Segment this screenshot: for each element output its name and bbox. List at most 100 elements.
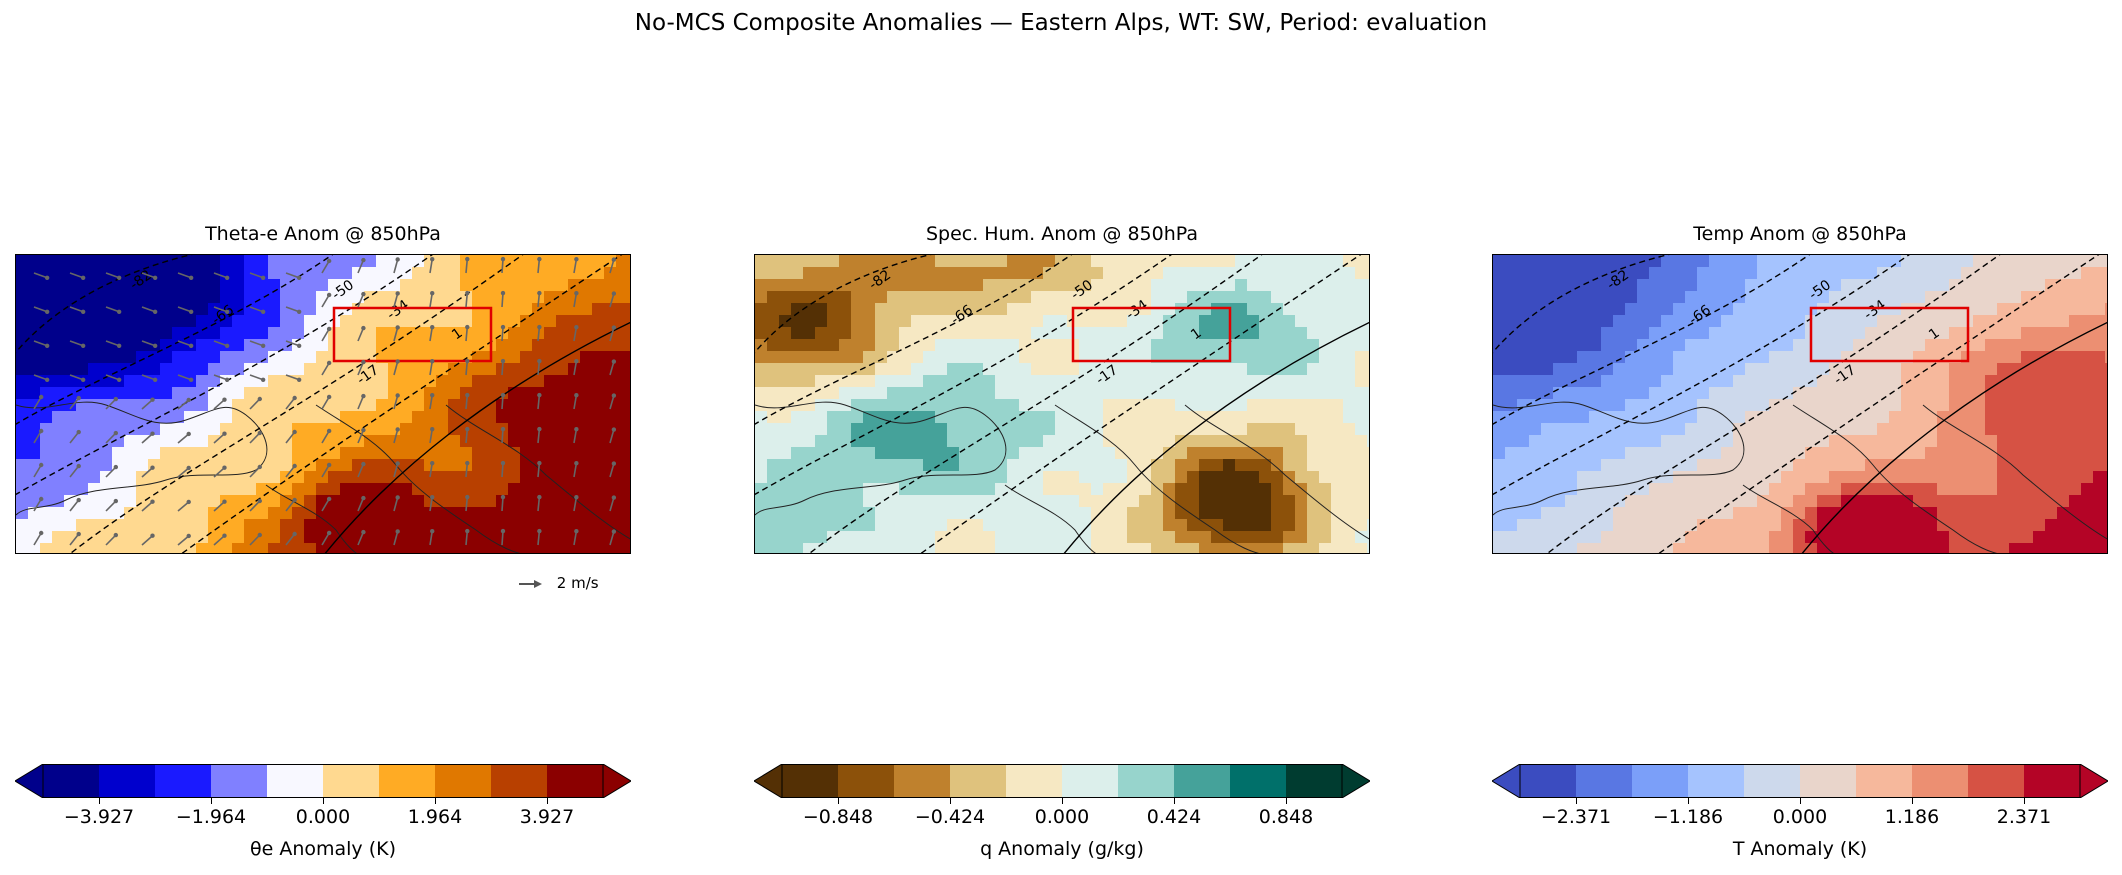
heatmap-cell <box>172 435 185 448</box>
heatmap-cell <box>971 303 984 316</box>
heatmap-cell <box>1187 375 1200 388</box>
heatmap-cell <box>1295 327 1308 340</box>
heatmap-cell <box>1937 315 1950 328</box>
heatmap-cell <box>592 411 605 424</box>
heatmap-cell <box>1271 471 1284 484</box>
heatmap-cell <box>827 303 840 316</box>
heatmap-cell <box>1625 375 1638 388</box>
heatmap-cell <box>827 399 840 412</box>
heatmap-cell <box>1331 327 1344 340</box>
heatmap-cell <box>791 303 804 316</box>
heatmap-cell <box>1901 375 1914 388</box>
heatmap-cell <box>592 519 605 532</box>
heatmap-cell <box>1721 315 1734 328</box>
heatmap-cell <box>1649 483 1662 496</box>
wind-vector <box>357 257 366 274</box>
heatmap-cell <box>2069 495 2082 508</box>
colorbar-segment <box>99 764 156 798</box>
heatmap-cell <box>1925 327 1938 340</box>
heatmap-cell <box>1601 459 1614 472</box>
wind-vector <box>249 340 266 349</box>
heatmap-cell <box>616 447 629 460</box>
heatmap-cell <box>1577 303 1590 316</box>
heatmap-cell <box>364 315 377 328</box>
contour-line <box>1493 255 1910 496</box>
heatmap-cell <box>1043 279 1056 292</box>
heatmap-cell <box>779 339 792 352</box>
heatmap-cell <box>484 483 497 496</box>
heatmap-cell <box>1685 375 1698 388</box>
heatmap-cell <box>1211 267 1224 280</box>
heatmap-cell <box>791 327 804 340</box>
heatmap-cell <box>460 483 473 496</box>
heatmap-cell <box>947 351 960 364</box>
colorbar-label-temp: T Anomaly (K) <box>1732 838 1868 860</box>
heatmap-cell <box>1625 459 1638 472</box>
heatmap-cell <box>2045 507 2058 520</box>
colorbar-segment <box>1230 764 1287 798</box>
heatmap-cell <box>148 291 161 304</box>
heatmap-cell <box>1589 351 1602 364</box>
heatmap-cell <box>791 315 804 328</box>
heatmap-cell <box>1793 399 1806 412</box>
heatmap-cell <box>1733 279 1746 292</box>
colorbar-segment <box>1118 764 1175 798</box>
heatmap-cell <box>1055 435 1068 448</box>
heatmap-cell <box>1553 315 1566 328</box>
heatmap-cell <box>1223 411 1236 424</box>
heatmap-cell <box>340 411 353 424</box>
heatmap-cell <box>863 435 876 448</box>
heatmap-cell <box>1697 507 1710 520</box>
heatmap-cell <box>460 471 473 484</box>
heatmap-cell <box>1355 423 1368 436</box>
heatmap-cell <box>520 363 533 376</box>
heatmap-cell <box>935 435 948 448</box>
heatmap-cell <box>1937 519 1950 532</box>
heatmap-cell <box>244 423 257 436</box>
heatmap-cell <box>1673 519 1686 532</box>
wind-vector <box>33 374 50 383</box>
heatmap-cell <box>1307 315 1320 328</box>
heatmap-cell <box>1319 267 1332 280</box>
heatmap-cell <box>1733 471 1746 484</box>
heatmap-cell <box>1163 267 1176 280</box>
heatmap-cell <box>1055 411 1068 424</box>
heatmap-cell <box>2105 327 2107 340</box>
heatmap-cell <box>1367 267 1369 280</box>
heatmap-cell <box>1247 483 1260 496</box>
heatmap-cell <box>460 315 473 328</box>
heatmap-cell <box>232 291 245 304</box>
heatmap-cell <box>863 543 876 553</box>
heatmap-cell <box>2105 519 2107 532</box>
heatmap-cell <box>827 267 840 280</box>
heatmap-cell <box>100 423 113 436</box>
heatmap-cell <box>779 459 792 472</box>
heatmap-cell <box>1673 303 1686 316</box>
heatmap-cell <box>340 279 353 292</box>
heatmap-cell <box>1817 267 1830 280</box>
heatmap-cell <box>1697 339 1710 352</box>
heatmap-cell <box>1793 351 1806 364</box>
heatmap-cell <box>1103 507 1116 520</box>
heatmap-cell <box>1565 411 1578 424</box>
heatmap-cell <box>1247 387 1260 400</box>
heatmap-cell <box>1781 315 1794 328</box>
heatmap-cell <box>1673 291 1686 304</box>
heatmap-cell <box>1757 387 1770 400</box>
heatmap-cell <box>755 519 768 532</box>
heatmap-cell <box>1211 387 1224 400</box>
contour-line <box>16 255 334 425</box>
heatmap-cell <box>2021 519 2034 532</box>
heatmap-cell <box>1019 315 1032 328</box>
heatmap-cell <box>1985 531 1998 544</box>
heatmap-cell <box>1877 423 1890 436</box>
heatmap-cell <box>340 447 353 460</box>
heatmap-cell <box>268 387 281 400</box>
heatmap-cell <box>376 435 389 448</box>
heatmap-cell <box>436 363 449 376</box>
heatmap-cell <box>1139 531 1152 544</box>
heatmap-cell <box>532 459 545 472</box>
heatmap-cell <box>2093 363 2106 376</box>
heatmap-cell <box>1529 543 1542 553</box>
heatmap-cell <box>1043 411 1056 424</box>
